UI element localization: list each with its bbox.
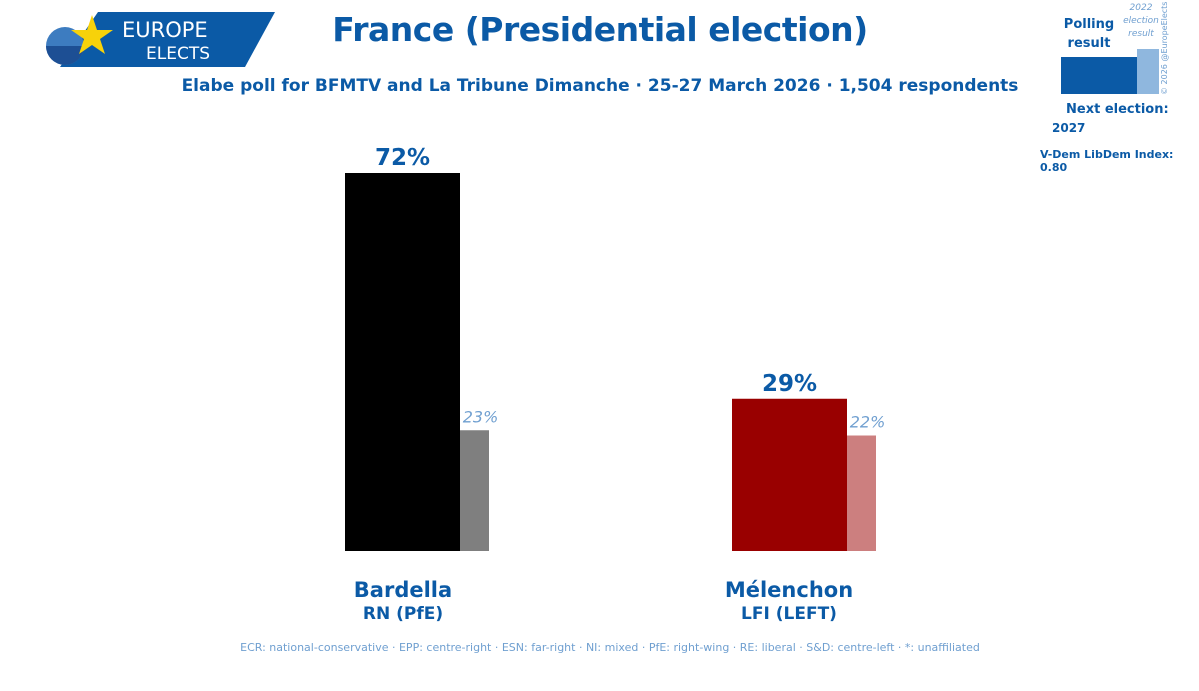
legend-swatches xyxy=(1061,49,1159,94)
legend-polling-label: Polling result xyxy=(1063,17,1115,51)
logo-text-elects: ELECTS xyxy=(146,44,210,64)
legend-previous-label: 2022 election result xyxy=(1123,3,1159,39)
bar-previous-bardella xyxy=(460,430,489,551)
europe-elects-logo: EUROPE ELECTS xyxy=(46,12,275,67)
value-label-polling-melenchon: 29% xyxy=(762,371,817,397)
value-label-previous-melenchon: 22% xyxy=(850,413,886,432)
star-icon xyxy=(71,15,113,54)
legend-swatch-polling xyxy=(1061,57,1137,94)
party-abbreviations-footnote: ECR: national-conservative · EPP: centre… xyxy=(240,641,980,654)
next-election-year: 2027 xyxy=(1052,121,1086,135)
legend-swatch-previous xyxy=(1137,49,1159,94)
candidate-name-melenchon: Mélenchon xyxy=(724,578,854,602)
next-election-label: Next election: xyxy=(1066,102,1169,117)
bar-polling-bardella xyxy=(345,173,460,551)
value-label-polling-bardella: 72% xyxy=(375,145,430,171)
vdem-index: V-Dem LibDem Index: 0.80 xyxy=(1040,148,1174,174)
chart-title: France (Presidential election) xyxy=(332,10,868,49)
candidate-party-melenchon: LFI (LEFT) xyxy=(741,604,837,624)
value-label-previous-bardella: 23% xyxy=(463,407,499,426)
candidate-name-bardella: Bardella xyxy=(353,578,453,602)
logo-banner xyxy=(60,12,275,67)
candidate-party-bardella: RN (PfE) xyxy=(362,604,444,624)
bar-previous-melenchon xyxy=(847,435,876,551)
bar-polling-melenchon xyxy=(732,398,847,551)
chart-subtitle: Elabe poll for BFMTV and La Tribune Dima… xyxy=(181,76,1019,96)
logo-text-europe: EUROPE xyxy=(122,18,208,42)
